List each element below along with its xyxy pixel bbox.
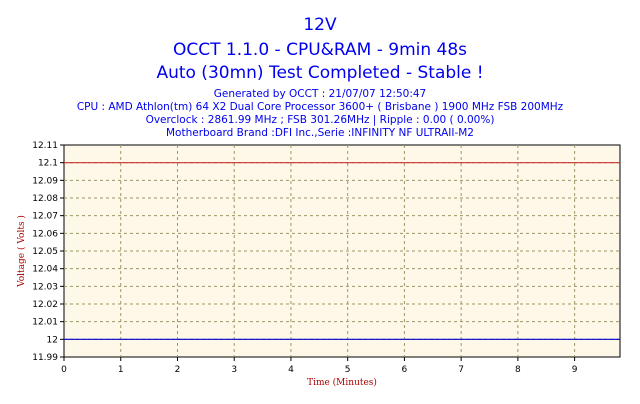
chart-subtitle-status: Auto (30mn) Test Completed - Stable !	[156, 63, 483, 83]
info-motherboard: Motherboard Brand :DFI Inc.,Serie :INFIN…	[166, 127, 474, 139]
x-tick-label: 6	[402, 365, 408, 375]
y-tick-label: 12.05	[32, 247, 58, 257]
x-tick-label: 0	[61, 365, 67, 375]
x-tick-label: 7	[458, 365, 464, 375]
y-tick-label: 12.03	[32, 282, 58, 292]
y-tick-label: 12.04	[32, 265, 58, 275]
chart-title: 12V	[303, 15, 337, 35]
y-tick-label: 11.99	[32, 353, 58, 363]
x-tick-label: 8	[515, 365, 521, 375]
x-tick-label: 3	[231, 365, 237, 375]
series-group	[64, 162, 620, 340]
y-tick-label: 12.09	[32, 176, 58, 186]
y-tick-label: 12.11	[32, 141, 58, 151]
info-overclock: Overclock : 2861.99 MHz ; FSB 301.26MHz …	[146, 114, 495, 126]
x-tick-label: 4	[288, 365, 294, 375]
y-tick-label: 12.06	[32, 229, 58, 239]
y-tick-label: 12	[47, 335, 58, 345]
y-tick-label: 12.01	[32, 318, 58, 328]
x-tick-label: 1	[118, 365, 124, 375]
y-tick-label: 12.07	[32, 212, 58, 222]
y-tick-label: 12.02	[32, 300, 58, 310]
info-generated: Generated by OCCT : 21/07/07 12:50:47	[214, 88, 426, 100]
chart-subtitle-test: OCCT 1.1.0 - CPU&RAM - 9min 48s	[173, 40, 467, 60]
x-axis-ticks: 0 1 2 3 4 5 6 7 8 9	[61, 357, 578, 375]
y-tick-label: 12.1	[38, 159, 58, 169]
y-axis-label: Voltage ( Volts )	[16, 215, 27, 288]
x-tick-label: 5	[345, 365, 351, 375]
y-tick-label: 12.08	[32, 194, 58, 204]
x-tick-label: 2	[175, 365, 181, 375]
y-axis-ticks: 12.11 12.1 12.09 12.08 12.07 12.06 12.05 12.04 1…	[32, 141, 64, 363]
x-tick-label: 9	[572, 365, 578, 375]
info-cpu: CPU : AMD Athlon(tm) 64 X2 Dual Core Pro…	[77, 101, 564, 113]
x-axis-label: Time (Minutes)	[307, 377, 377, 388]
